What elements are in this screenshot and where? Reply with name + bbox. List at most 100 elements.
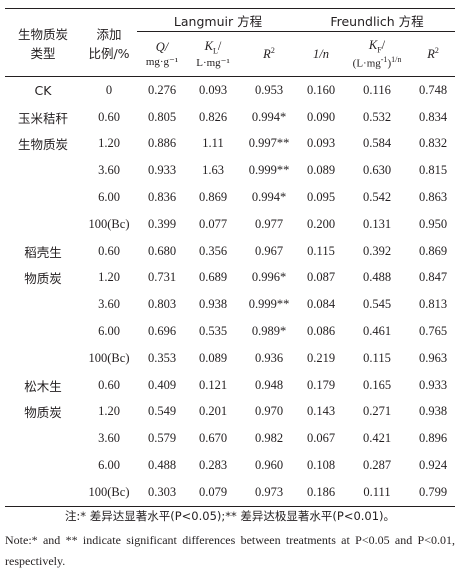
cell-ratio: 0.60 <box>98 109 120 124</box>
cell-r2l: 0.970 <box>254 404 284 419</box>
cell-type: 生物质炭 <box>17 137 68 153</box>
note-chinese: 注:* 差异达显著水平(P<0.05);** 差异达极显著水平(P<0.01)。 <box>64 509 396 523</box>
cell-kf: 0.461 <box>362 324 392 339</box>
cell-r2l: 0.994* <box>251 109 287 124</box>
cell-r2l: 0.967 <box>254 243 284 258</box>
table-row: 松木生 0.60 0.409 0.121 0.948 0.179 0.165 0.933 <box>5 372 455 399</box>
cell-kf: 0.165 <box>362 377 392 392</box>
cell-r2l: 0.948 <box>254 377 284 392</box>
cell-r2f: 0.834 <box>418 109 448 124</box>
cell-n: 0.108 <box>306 458 336 473</box>
cell-q: 0.353 <box>147 350 177 365</box>
header-langmuir: Langmuir 方程 <box>137 8 299 32</box>
cell-kf: 0.392 <box>362 243 392 258</box>
cell-r2l: 0.999** <box>248 163 290 178</box>
cell-ratio: 3.60 <box>98 163 120 178</box>
cell-type: 物质炭 <box>24 271 62 287</box>
table-row: 3.60 0.933 1.63 0.999** 0.089 0.630 0.815 <box>5 157 455 184</box>
cell-n: 0.095 <box>306 190 336 205</box>
cell-type: 物质炭 <box>24 405 62 421</box>
cell-r2f: 0.933 <box>418 377 448 392</box>
cell-kl: 1.11 <box>202 136 224 151</box>
cell-q: 0.488 <box>147 458 177 473</box>
cell-kl: 0.938 <box>198 297 228 312</box>
cell-type: 玉米秸秆 <box>17 110 68 126</box>
cell-kf: 0.287 <box>362 458 392 473</box>
cell-type <box>5 425 81 452</box>
cell-kl: 0.201 <box>198 404 228 419</box>
cell-type <box>5 452 81 479</box>
cell-type: 稻壳生 <box>24 244 62 260</box>
cell-q: 0.409 <box>147 377 177 392</box>
cell-ratio: 6.00 <box>98 458 120 473</box>
cell-r2f: 0.963 <box>418 350 448 365</box>
table-row: 6.00 0.488 0.283 0.960 0.108 0.287 0.924 <box>5 452 455 479</box>
cell-ratio: 100(Bc) <box>88 350 130 365</box>
cell-kl: 0.283 <box>198 458 228 473</box>
cell-r2f: 0.847 <box>418 270 448 285</box>
cell-n: 0.090 <box>306 109 336 124</box>
cell-r2l: 0.973 <box>239 478 299 507</box>
cell-kl: 0.093 <box>198 82 228 97</box>
cell-r2f: 0.765 <box>418 324 448 339</box>
cell-q: 0.303 <box>137 478 187 507</box>
table-row: 稻壳生 0.60 0.680 0.356 0.967 0.115 0.392 0.869 <box>5 238 455 265</box>
cell-type <box>5 157 81 184</box>
cell-ratio: 3.60 <box>98 297 120 312</box>
table-row: 100(Bc) 0.399 0.077 0.977 0.200 0.131 0.950 <box>5 211 455 238</box>
cell-kf: 0.584 <box>362 136 392 151</box>
cell-q: 0.886 <box>147 136 177 151</box>
cell-r2l: 0.982 <box>254 431 284 446</box>
table-row: 玉米秸秆 0.60 0.805 0.826 0.994* 0.090 0.532 0.834 <box>5 104 455 131</box>
header-kl: KL/ L·mg⁻¹ <box>187 31 239 77</box>
cell-ratio: 100(Bc) <box>81 478 137 507</box>
cell-r2f: 0.815 <box>418 163 448 178</box>
cell-kf: 0.111 <box>343 478 411 507</box>
cell-n: 0.186 <box>299 478 343 507</box>
cell-kf: 0.630 <box>362 163 392 178</box>
cell-ratio: 1.20 <box>98 136 120 151</box>
cell-kl: 0.689 <box>198 270 228 285</box>
cell-type <box>5 345 81 372</box>
cell-q: 0.276 <box>147 82 177 97</box>
cell-type <box>5 318 81 345</box>
table-row: 3.60 0.803 0.938 0.999** 0.084 0.545 0.813 <box>5 291 455 318</box>
isotherm-table: 生物质炭 类型 添加 比例/% Langmuir 方程 Freundlich 方… <box>5 8 456 507</box>
cell-r2f: 0.924 <box>418 458 448 473</box>
cell-type <box>5 478 81 507</box>
cell-kl: 0.077 <box>198 216 228 231</box>
cell-n: 0.160 <box>306 82 336 97</box>
cell-ratio: 0.60 <box>98 377 120 392</box>
cell-q: 0.399 <box>147 216 177 231</box>
cell-r2l: 0.936 <box>254 350 284 365</box>
cell-n: 0.200 <box>306 216 336 231</box>
cell-r2f: 0.799 <box>411 478 456 507</box>
table-body: CK 0 0.276 0.093 0.953 0.160 0.116 0.748 玉米秸秆 0.6… <box>5 77 456 507</box>
cell-r2f: 0.863 <box>418 190 448 205</box>
cell-kf: 0.488 <box>362 270 392 285</box>
cell-kf: 0.116 <box>363 82 391 97</box>
cell-r2l: 0.994* <box>251 190 287 205</box>
table-row: 物质炭 1.20 0.549 0.201 0.970 0.143 0.271 0.938 <box>5 399 455 426</box>
cell-kf: 0.545 <box>362 297 392 312</box>
cell-q: 0.549 <box>147 404 177 419</box>
cell-q: 0.805 <box>147 109 177 124</box>
cell-kl: 0.356 <box>198 243 228 258</box>
cell-r2f: 0.938 <box>418 404 448 419</box>
cell-n: 0.086 <box>306 324 336 339</box>
cell-q: 0.803 <box>147 297 177 312</box>
cell-ratio: 6.00 <box>98 324 120 339</box>
cell-ratio: 1.20 <box>98 270 120 285</box>
cell-type <box>5 184 81 211</box>
header-r2-freundlich: R2 <box>411 31 456 77</box>
cell-type <box>5 211 81 238</box>
table-header: 生物质炭 类型 添加 比例/% Langmuir 方程 Freundlich 方… <box>5 8 456 77</box>
table-row: CK 0 0.276 0.093 0.953 0.160 0.116 0.748 <box>5 77 455 104</box>
cell-kl: 0.869 <box>198 190 228 205</box>
cell-n: 0.084 <box>306 297 336 312</box>
cell-type: CK <box>34 82 52 98</box>
cell-ratio: 0.60 <box>98 243 120 258</box>
cell-n: 0.067 <box>306 431 336 446</box>
cell-r2l: 0.960 <box>254 458 284 473</box>
cell-kf: 0.271 <box>362 404 392 419</box>
